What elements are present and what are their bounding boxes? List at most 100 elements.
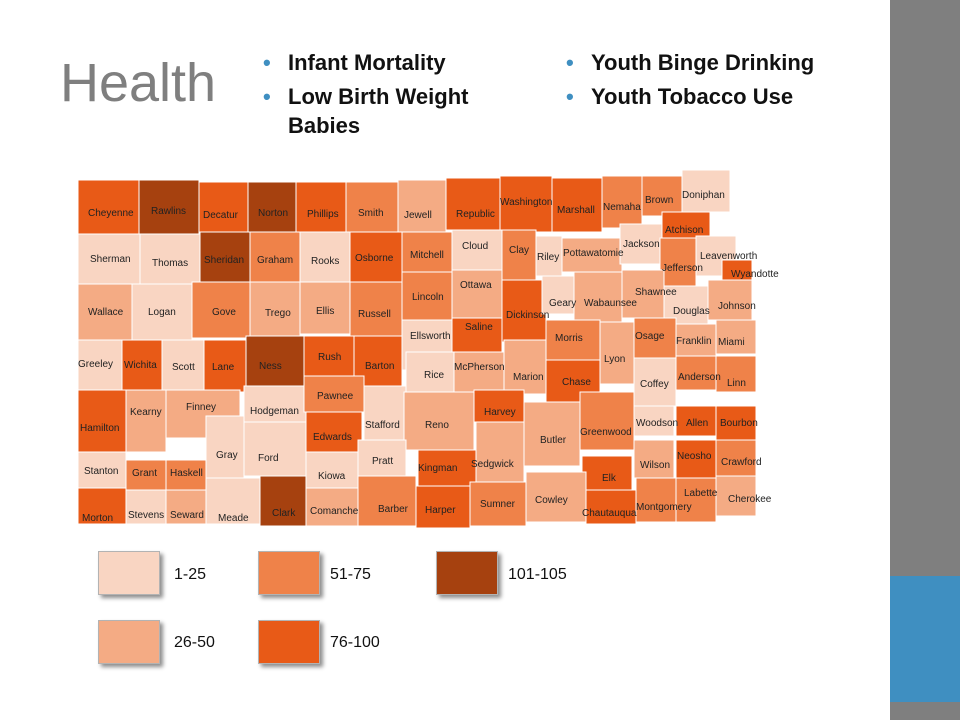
county-bourbon [715, 405, 757, 441]
county-lane [203, 339, 247, 393]
bullet-list-right: • Youth Binge Drinking • Youth Tobacco Use [566, 48, 856, 116]
county-label: Crawford [721, 457, 762, 468]
county-saline [451, 317, 503, 359]
county-stevens [125, 489, 167, 525]
county-woodson [633, 405, 675, 437]
county-label: Ottawa [460, 280, 492, 291]
county-label: Hamilton [80, 423, 119, 434]
county-norton [247, 181, 297, 233]
county-label: Mitchell [410, 250, 444, 261]
bullet-icon: • [566, 84, 574, 109]
county-label: Harvey [484, 407, 516, 418]
county-label: Morton [82, 513, 113, 524]
county-label: Sheridan [204, 255, 244, 266]
county-stafford [363, 385, 407, 441]
county-osage [633, 317, 677, 361]
county-label: Saline [465, 322, 493, 333]
county-label: Montgomery [636, 502, 692, 513]
county-gray [205, 415, 245, 479]
county-label: Franklin [676, 336, 712, 347]
county-label: Stanton [84, 466, 118, 477]
county-label: Reno [425, 420, 449, 431]
county-label: Coffey [640, 379, 669, 390]
county-cloud [451, 229, 503, 271]
county-label: Norton [258, 208, 288, 219]
bullet-item: • Infant Mortality [263, 48, 533, 77]
county-label: Grant [132, 468, 157, 479]
county-label: Marion [513, 372, 544, 383]
county-label: Pratt [372, 456, 393, 467]
county-label: Cherokee [728, 494, 772, 505]
county-label: Leavenworth [700, 251, 757, 262]
county-label: Smith [358, 208, 384, 219]
county-label: Brown [645, 195, 673, 206]
slide-title: Health [60, 53, 217, 113]
county-wichita [121, 339, 163, 395]
bullet-text: Youth Tobacco Use [591, 84, 794, 109]
county-label: Bourbon [720, 418, 758, 429]
county-label: Sherman [90, 254, 131, 265]
county-clark [259, 475, 307, 527]
county-butler [523, 401, 581, 467]
county-label: Sumner [480, 499, 516, 510]
county-label: Washington [500, 197, 552, 208]
county-gove [191, 281, 251, 339]
county-label: McPherson [454, 362, 505, 373]
county-label: Clark [272, 508, 296, 519]
county-label: Kingman [418, 463, 457, 474]
county-label: Butler [540, 435, 567, 446]
county-label: Labette [684, 488, 718, 499]
county-label: Wallace [88, 307, 124, 318]
bullet-list-left: • Infant Mortality • Low Birth Weight Babi… [263, 48, 533, 145]
county-grant [125, 459, 167, 491]
legend-label: 101-105 [508, 566, 567, 583]
county-rooks [299, 231, 351, 283]
county-label: Jefferson [662, 263, 703, 274]
county-label: Doniphan [682, 190, 725, 201]
bullet-item: • Low Birth Weight Babies [263, 82, 533, 140]
county-label: Rooks [311, 256, 339, 267]
county-jefferson [659, 237, 697, 287]
bullet-item: • Youth Tobacco Use [566, 82, 856, 111]
county-lyon [599, 321, 635, 385]
county-label: Lincoln [412, 292, 444, 303]
county-label: Haskell [170, 468, 203, 479]
county-johnson [707, 279, 753, 321]
county-wabaunsee [573, 271, 623, 323]
county-coffey [633, 357, 677, 407]
county-rice [405, 351, 455, 393]
county-label: Neosho [677, 451, 712, 462]
county-seward [165, 489, 207, 525]
county-label: Harper [425, 505, 456, 516]
county-label: Kearny [130, 407, 162, 418]
county-anderson [675, 355, 717, 391]
county-label: Republic [456, 209, 495, 220]
county-phillips [295, 181, 347, 233]
county-label: Finney [186, 402, 216, 413]
county-label: Anderson [678, 372, 721, 383]
county-label: Dickinson [506, 310, 549, 321]
county-label: Ford [258, 453, 279, 464]
legend-label: 26-50 [174, 634, 215, 651]
county-label: Morris [555, 333, 583, 344]
county-label: Geary [549, 298, 576, 309]
county-label: Wichita [124, 360, 157, 371]
county-label: Miami [718, 337, 745, 348]
county-kiowa [305, 451, 359, 489]
county-label: Johnson [718, 301, 756, 312]
county-washington [499, 175, 553, 233]
county-label: Ellsworth [410, 331, 451, 342]
county-label: Rawlins [151, 206, 186, 217]
legend-label: 51-75 [330, 566, 371, 583]
county-label: Chase [562, 377, 591, 388]
county-linn [715, 355, 757, 393]
county-label: Hodgeman [250, 406, 299, 417]
bullet-icon: • [263, 84, 271, 109]
county-label: Wabaunsee [584, 298, 637, 309]
county-label: Seward [170, 510, 204, 521]
county-label: Graham [257, 255, 293, 266]
bullet-text: Youth Binge Drinking [591, 50, 815, 75]
county-label: Chautauqua [582, 508, 637, 519]
county-label: Linn [727, 378, 746, 389]
